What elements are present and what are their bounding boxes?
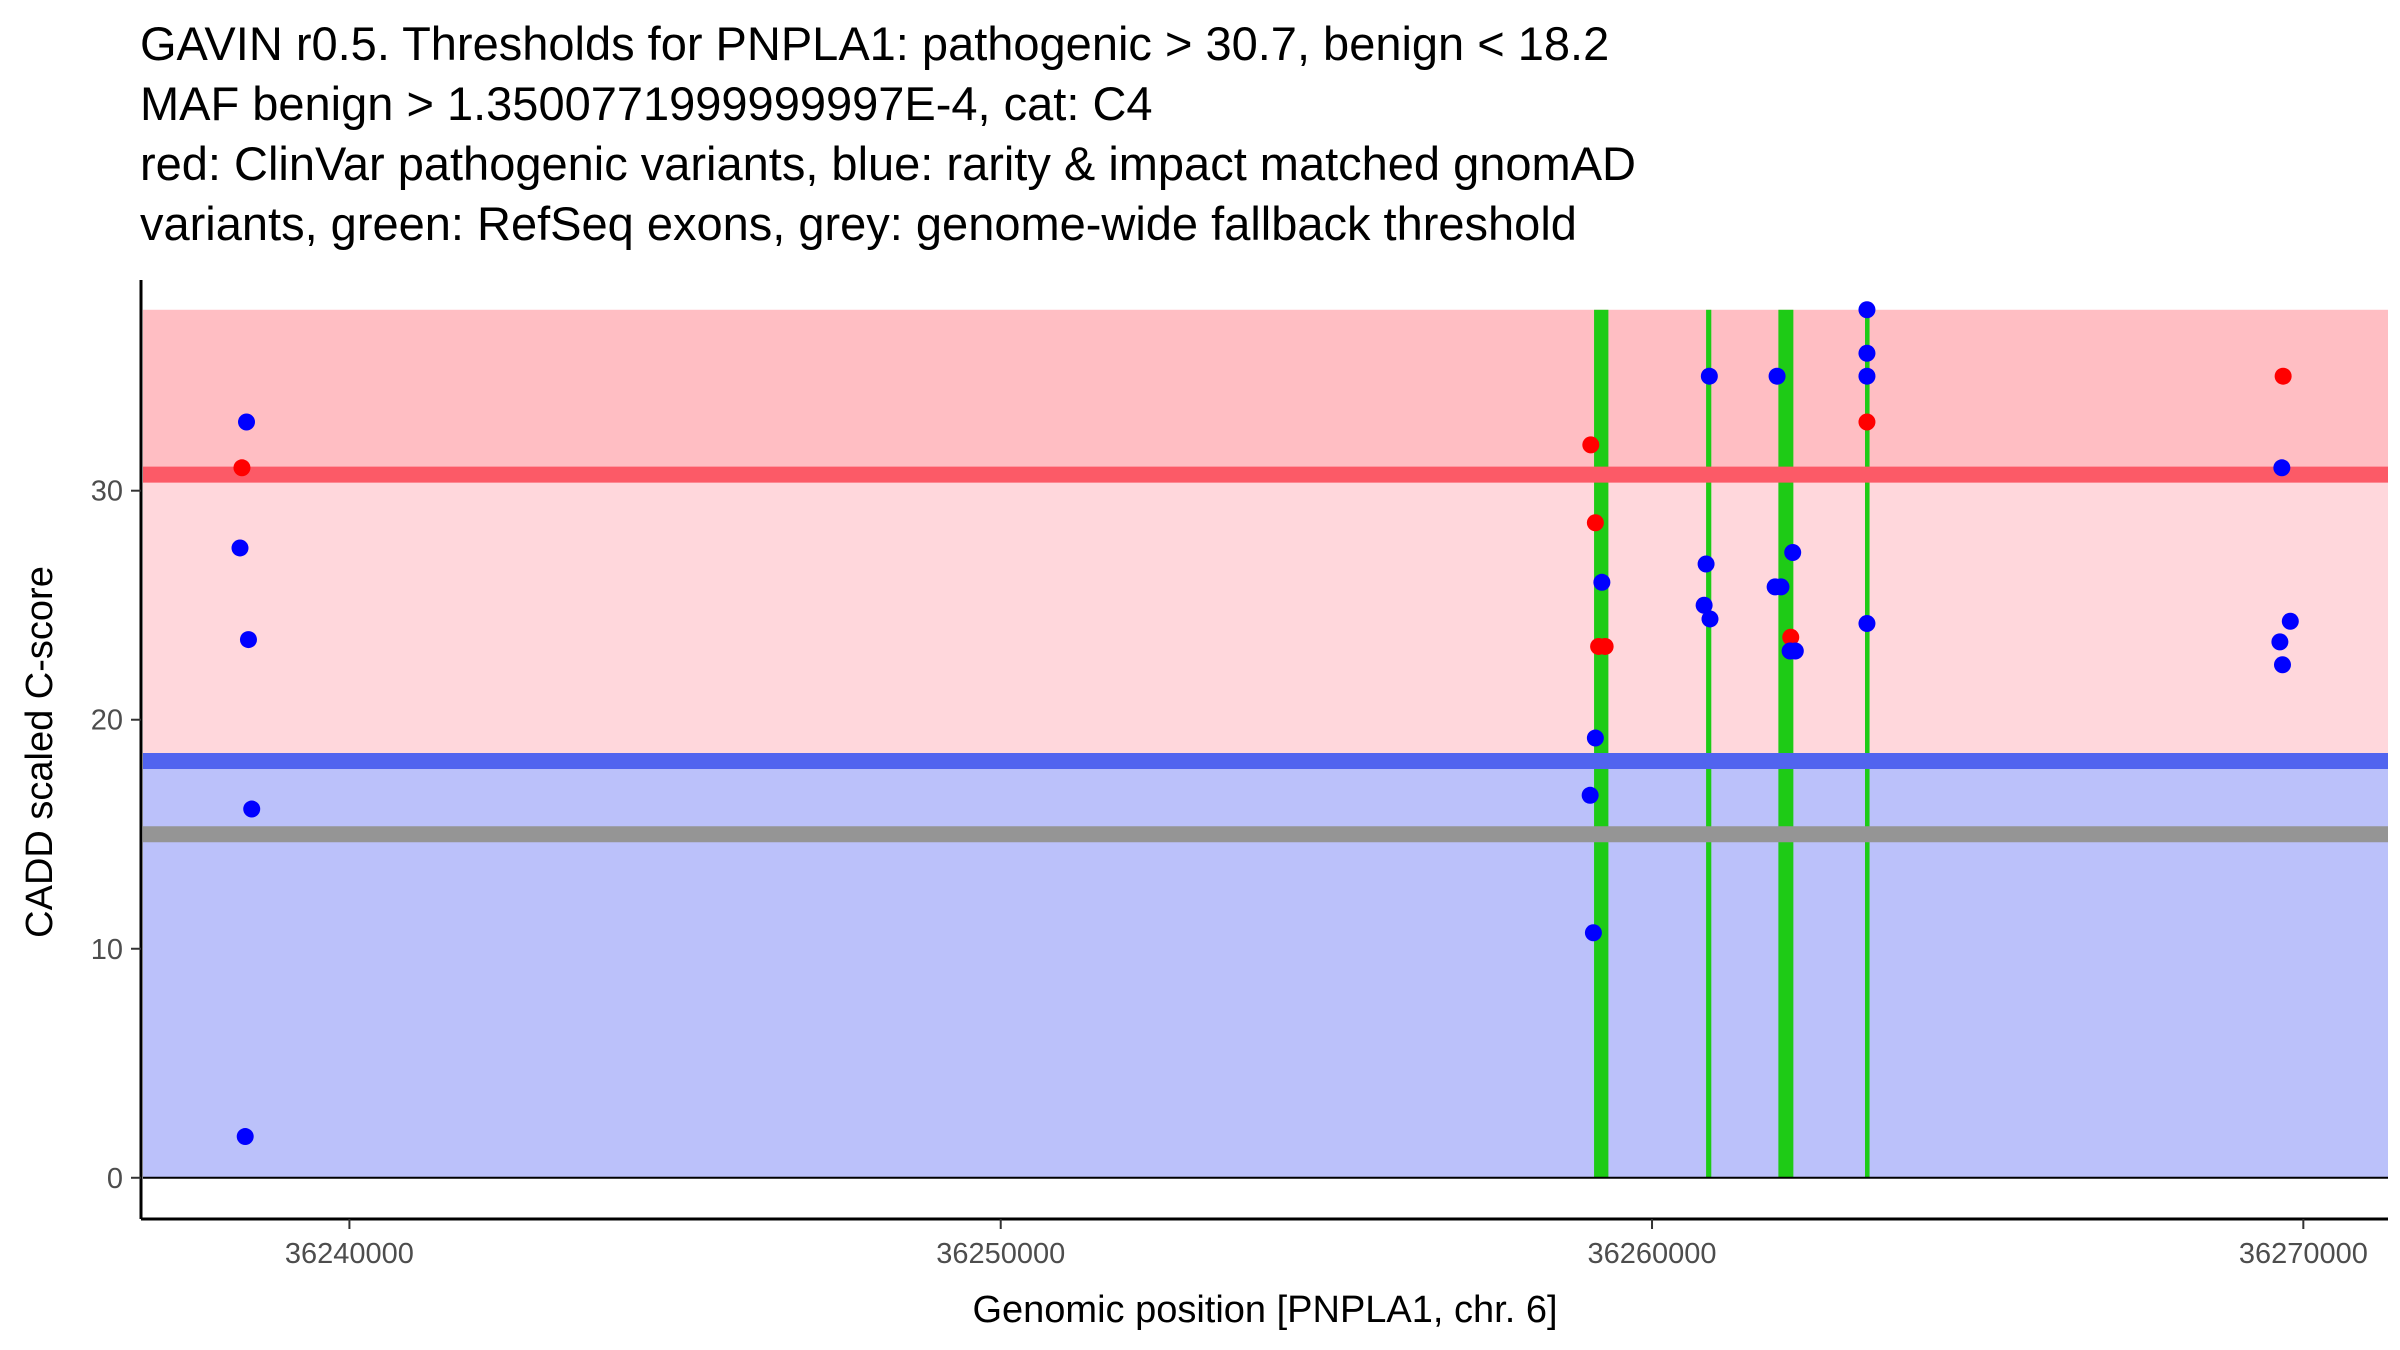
title-line-2: MAF benign > 1.3500771999999997E-4, cat:…	[140, 77, 1153, 130]
clinvar-point-6	[1782, 628, 1800, 646]
intermediate-band	[143, 474, 2388, 761]
title-line-4: variants, green: RefSeq exons, grey: gen…	[140, 197, 1577, 250]
gnomad-point-8	[1581, 786, 1599, 804]
gnomad-point-24	[2273, 459, 2291, 477]
gnomad-point-5	[236, 1128, 254, 1146]
gnomad-point-25	[2271, 633, 2289, 651]
y-tick-label: 20	[91, 705, 123, 737]
benign-band	[143, 760, 2388, 1178]
threshold-lines	[143, 466, 2388, 1179]
axes	[139, 280, 2388, 1221]
exon-bar-4	[1865, 309, 1870, 1178]
gnomad-point-20	[1858, 301, 1876, 319]
gnomad-point-23	[1858, 615, 1876, 633]
x-axis-title: Genomic position [PNPLA1, chr. 6]	[972, 1289, 1557, 1331]
clinvar-point-8	[2274, 367, 2292, 385]
title-line-1: GAVIN r0.5. Thresholds for PNPLA1: patho…	[140, 17, 1610, 70]
x-tick-label: 36240000	[285, 1238, 414, 1270]
gnomad-point-27	[2281, 612, 2299, 630]
y-axis-ticks: 0 10 20 30	[91, 476, 141, 1195]
clinvar-point-1	[233, 459, 251, 477]
gnomad-point-17	[1784, 544, 1802, 562]
gnomad-point-16	[1772, 578, 1790, 596]
gnomad-point-13	[1701, 610, 1719, 628]
chart-title: GAVIN r0.5. Thresholds for PNPLA1: patho…	[140, 14, 2380, 254]
y-tick-label: 10	[91, 934, 123, 966]
title-line-3: red: ClinVar pathogenic variants, blue: …	[140, 137, 1636, 190]
clinvar-point-2	[1582, 436, 1600, 454]
x-tick-label: 36270000	[2239, 1238, 2368, 1270]
x-axis-ticks: 36240000 36250000 36260000 36270000	[285, 1219, 2368, 1270]
clinvar-point-3	[1586, 514, 1604, 532]
gnomad-point-7	[1586, 729, 1604, 747]
clinvar-point-7	[1858, 413, 1876, 431]
gnomad-point-3	[239, 631, 257, 649]
gnomad-point-2	[231, 539, 249, 557]
gnomad-point-21	[1858, 344, 1876, 362]
exon-bar-2	[1706, 309, 1712, 1178]
gnomad-point-22	[1858, 367, 1876, 385]
gnomad-point-12	[1695, 596, 1713, 614]
threshold-bands	[143, 309, 2388, 1178]
clinvar-point-5	[1596, 637, 1614, 655]
y-axis-title: CADD scaled C-score	[19, 566, 61, 938]
gnomad-point-10	[1700, 367, 1718, 385]
gnomad-point-9	[1584, 924, 1602, 942]
y-tick-label: 30	[91, 476, 123, 508]
gnomad-point-26	[2273, 656, 2291, 674]
gnomad-point-11	[1697, 555, 1715, 573]
gnomad-point-6	[1593, 573, 1611, 591]
exon-bar-3	[1778, 309, 1794, 1178]
y-tick-label: 0	[107, 1163, 123, 1195]
gnomad-point-4	[243, 800, 261, 818]
x-tick-label: 36260000	[1588, 1238, 1717, 1270]
gnomad-point-19	[1786, 642, 1804, 660]
gnomad-point-1	[238, 413, 256, 431]
gnomad-point-14	[1768, 367, 1786, 385]
data-points	[231, 301, 2299, 1146]
pathogenic-band	[143, 309, 2388, 475]
x-tick-label: 36250000	[936, 1238, 1065, 1270]
